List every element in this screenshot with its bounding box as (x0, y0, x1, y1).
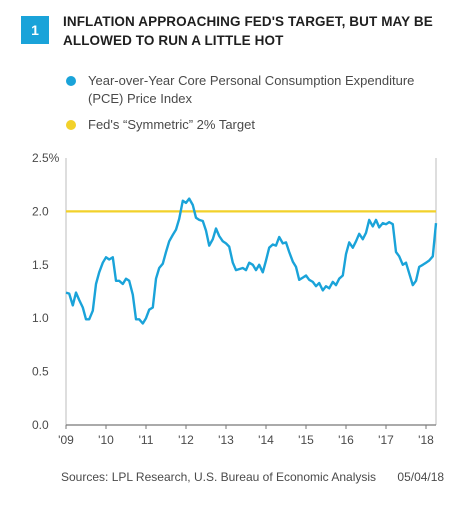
x-tick-label: '11 (139, 433, 154, 447)
chart-legend: Year-over-Year Core Personal Consumption… (66, 72, 436, 134)
series-line-pce (65, 197, 438, 325)
legend-dot-target-icon (66, 120, 76, 130)
y-tick-label: 0.0 (32, 418, 49, 432)
chart-title: INFLATION APPROACHING FED'S TARGET, BUT … (63, 14, 433, 48)
x-tick-label: '17 (378, 433, 394, 447)
x-tick-label: '18 (418, 433, 434, 447)
legend-label-pce: Year-over-Year Core Personal Consumption… (88, 73, 415, 106)
x-tick-label: '14 (258, 433, 274, 447)
y-tick-label: 1.5 (32, 258, 49, 272)
x-tick-label: '15 (298, 433, 314, 447)
legend-dot-pce-icon (66, 76, 76, 86)
y-tick-label: 2.5% (32, 151, 60, 165)
x-axis-tick-labels: '09 '10 '11 '12 '13 '14 '15 '16 '17 '18 (58, 425, 434, 447)
source-date: 05/04/18 (397, 470, 445, 484)
y-tick-label: 0.5 (32, 365, 49, 379)
x-tick-label: '10 (98, 433, 114, 447)
legend-item-pce: Year-over-Year Core Personal Consumption… (66, 72, 436, 108)
x-tick-label: '09 (58, 433, 74, 447)
y-axis-tick-labels: 0.0 0.5 1.0 1.5 2.0 2.5% (32, 151, 60, 432)
legend-item-target: Fed's “Symmetric” 2% Target (66, 116, 436, 134)
x-tick-label: '13 (218, 433, 234, 447)
y-tick-label: 1.0 (32, 311, 49, 325)
y-tick-label: 2.0 (32, 204, 49, 218)
figure-number-badge: 1 (21, 16, 49, 44)
legend-label-target: Fed's “Symmetric” 2% Target (88, 117, 255, 132)
x-tick-label: '16 (338, 433, 354, 447)
chart-source: Sources: LPL Research, U.S. Bureau of Ec… (61, 470, 444, 484)
source-text: Sources: LPL Research, U.S. Bureau of Ec… (61, 470, 377, 484)
x-tick-label: '12 (178, 433, 194, 447)
